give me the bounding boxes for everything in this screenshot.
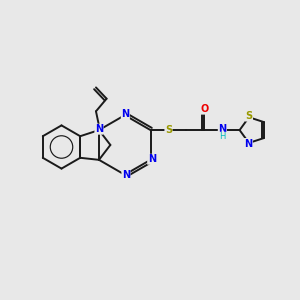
Text: N: N: [218, 124, 226, 134]
Text: N: N: [121, 109, 129, 119]
Text: N: N: [122, 170, 130, 180]
Text: N: N: [95, 124, 103, 134]
Text: S: S: [245, 111, 253, 121]
Text: S: S: [165, 125, 172, 135]
Text: N: N: [148, 154, 156, 164]
Text: N: N: [244, 139, 252, 148]
Text: O: O: [200, 104, 208, 114]
Text: H: H: [219, 132, 226, 141]
